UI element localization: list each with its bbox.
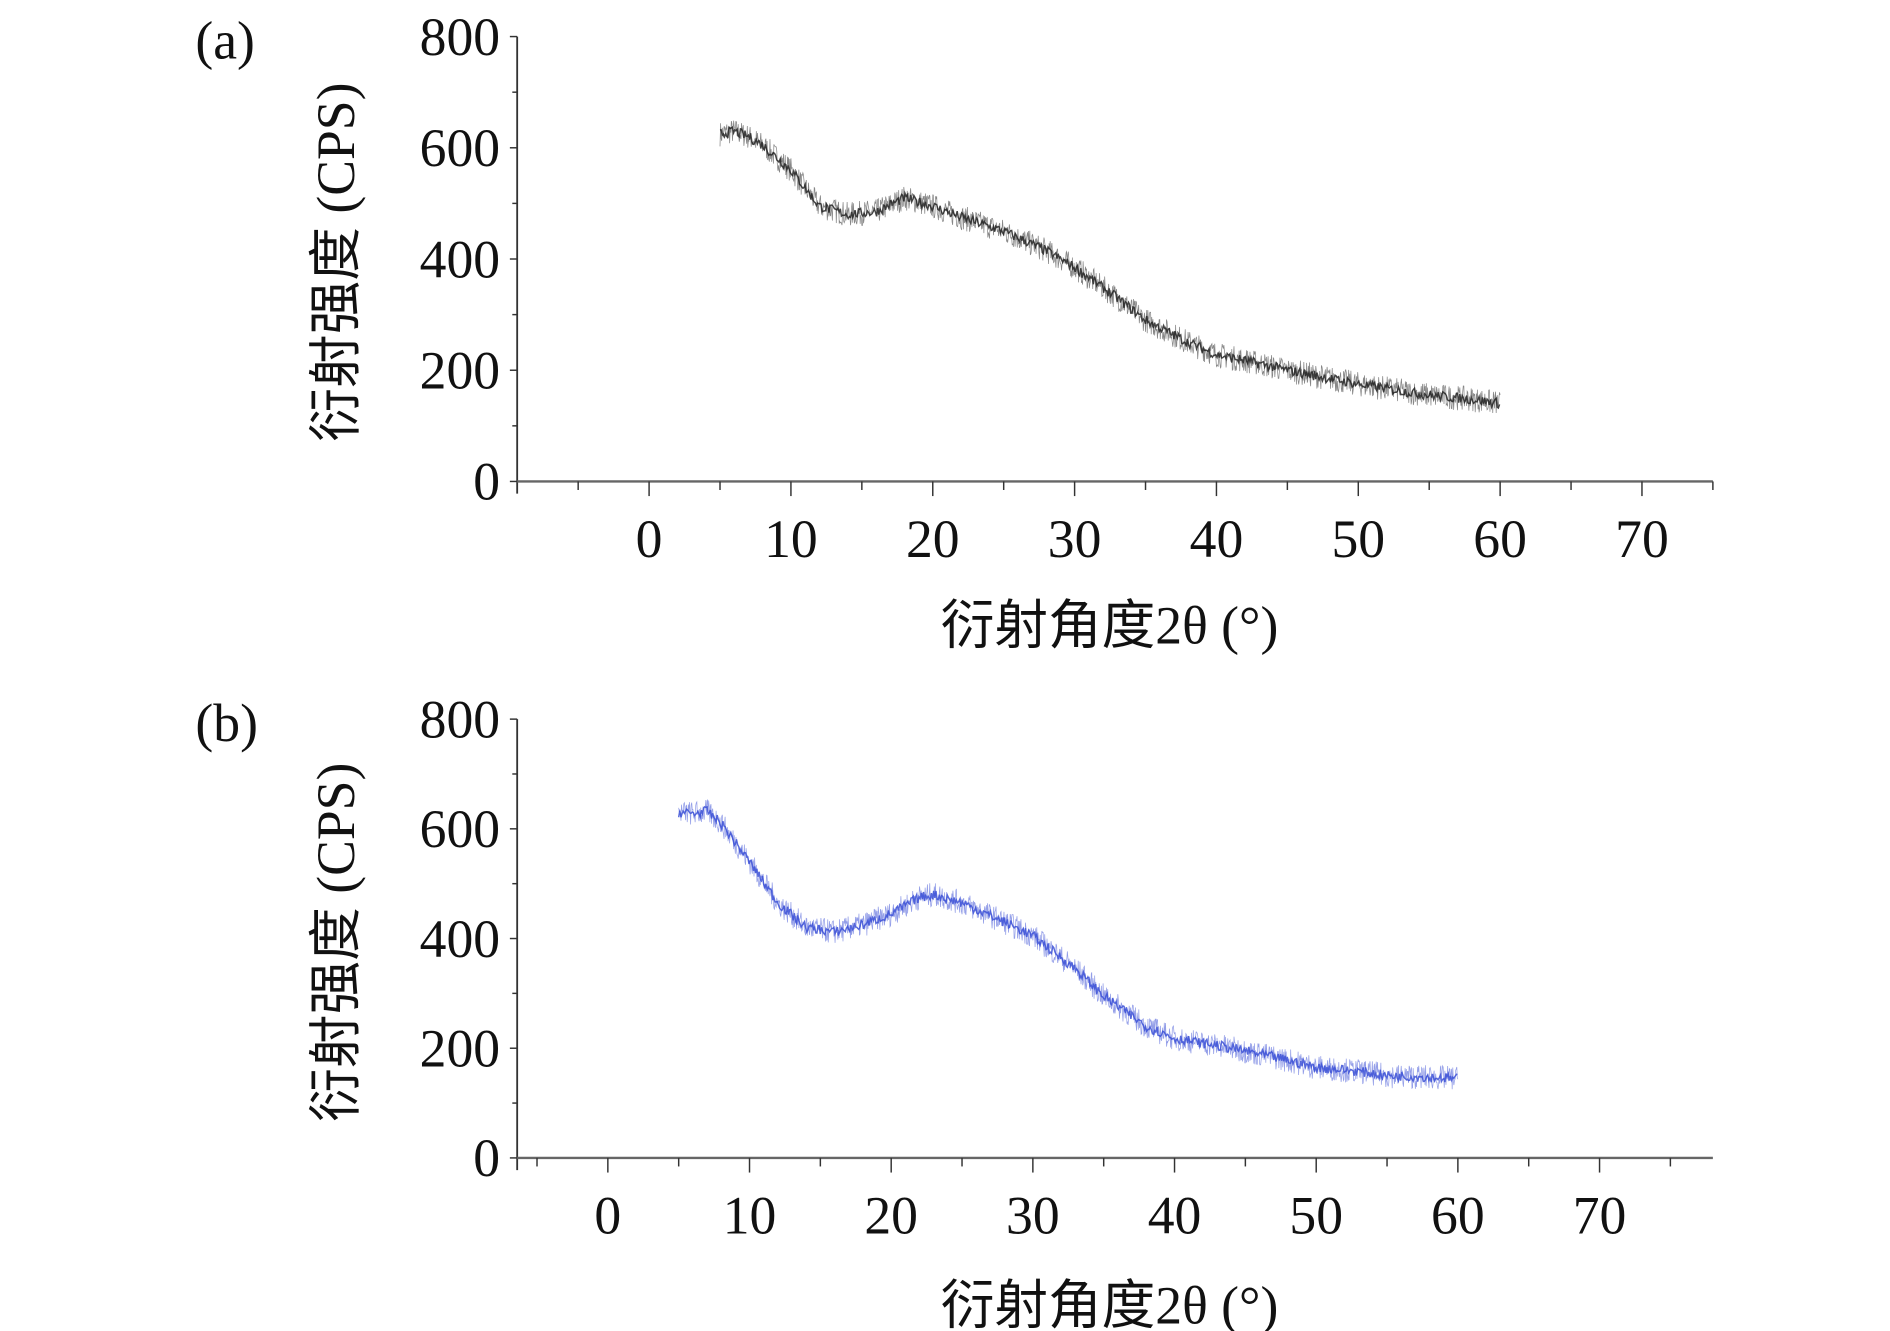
- y-tick-label: 0: [473, 452, 500, 512]
- x-axis-label-a: 衍射角度2θ (°): [941, 596, 1279, 656]
- x-tick-label: 20: [906, 509, 960, 569]
- panel-label-b: (b): [195, 693, 258, 753]
- x-tick-label: 30: [1048, 509, 1102, 569]
- panel-label-a: (a): [195, 11, 255, 71]
- y-tick-label: 600: [420, 118, 500, 178]
- y-axis-label-a: 衍射强度 (CPS): [306, 83, 366, 442]
- x-tick-label: 10: [723, 1185, 777, 1245]
- x-tick-label: 10: [764, 509, 818, 569]
- y-tick-label: 800: [420, 7, 500, 67]
- panel-a: (a) 衍射强度 (CPS) 衍射角度2θ (°) 0 200 400 600 800 0…: [195, 7, 1714, 656]
- y-axis-label-b: 衍射强度 (CPS): [306, 763, 366, 1122]
- y-tick-label: 800: [420, 689, 500, 749]
- x-tick-label: 70: [1615, 509, 1669, 569]
- series-line-noise-a: [719, 120, 1501, 413]
- y-tick-label: 400: [420, 909, 500, 969]
- y-tick-label: 200: [420, 1019, 500, 1079]
- y-tick-label: 600: [420, 799, 500, 859]
- panel-b: (b) 衍射强度 (CPS) 衍射角度2θ (°) 0 200 400 600 800 0…: [195, 689, 1713, 1331]
- x-axis-label-b: 衍射角度2θ (°): [941, 1276, 1279, 1331]
- x-tick-label: 50: [1331, 509, 1385, 569]
- y-tick-label: 400: [420, 229, 500, 289]
- y-tick-label: 200: [420, 341, 500, 401]
- y-tick-label: 0: [473, 1128, 500, 1188]
- series-line-b: [677, 805, 1458, 1084]
- x-tick-label: 40: [1190, 509, 1244, 569]
- x-tick-label: 40: [1148, 1185, 1202, 1245]
- x-tick-label: 70: [1573, 1185, 1627, 1245]
- x-tick-label: 0: [636, 509, 663, 569]
- x-tick-label: 60: [1473, 509, 1527, 569]
- series-line-a: [719, 125, 1501, 410]
- x-tick-label: 20: [864, 1185, 918, 1245]
- x-tick-label: 50: [1289, 1185, 1343, 1245]
- x-tick-label: 30: [1006, 1185, 1060, 1245]
- x-tick-label: 0: [594, 1185, 621, 1245]
- x-tick-label: 60: [1431, 1185, 1485, 1245]
- series-line-noise-b: [678, 798, 1459, 1090]
